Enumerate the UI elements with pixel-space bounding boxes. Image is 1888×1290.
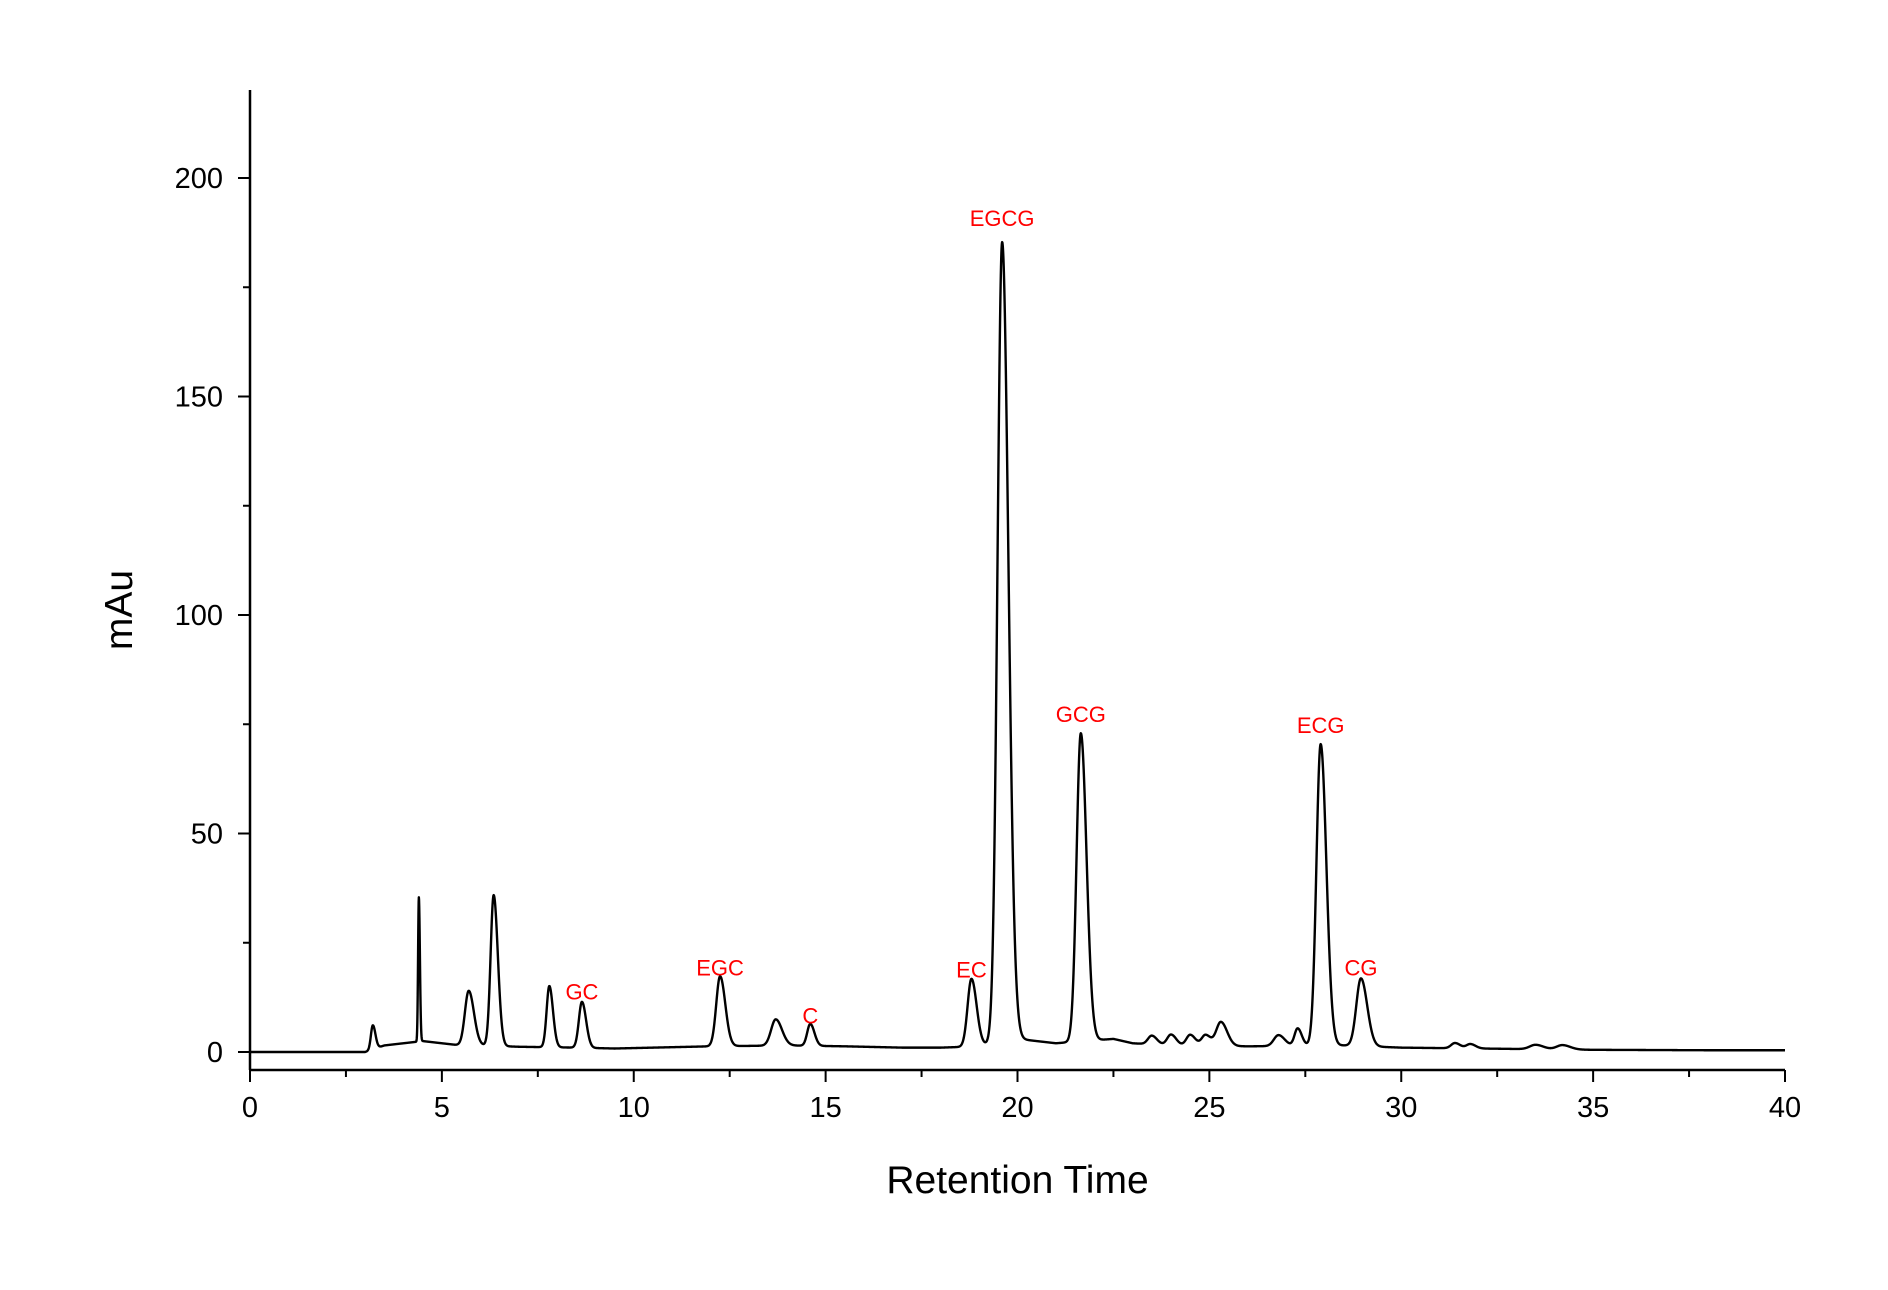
- peak-labels: GC EGC C EC EGCG GCG ECG CG: [565, 206, 1377, 1029]
- peak-label-cg: CG: [1344, 956, 1377, 981]
- peak-label-gcg: GCG: [1056, 702, 1106, 727]
- y-tick-label: 100: [175, 600, 223, 632]
- y-tick-label: 0: [207, 1037, 223, 1069]
- trace-group: [248, 240, 1787, 1054]
- x-tick-label: 25: [1193, 1092, 1225, 1124]
- peak-label-egc: EGC: [696, 956, 744, 981]
- y-tick-label: 150: [175, 382, 223, 414]
- y-axis-title: mAu: [98, 570, 141, 650]
- x-tick-label: 10: [618, 1092, 650, 1124]
- x-tick-label: 40: [1769, 1092, 1801, 1124]
- y-tick-label: 200: [175, 163, 223, 195]
- chromatogram-trace: [248, 240, 1787, 1054]
- axes: [248, 90, 1785, 1072]
- x-tick-label: 5: [434, 1092, 450, 1124]
- x-tick-label: 15: [809, 1092, 841, 1124]
- x-axis-title: Retention Time: [886, 1159, 1148, 1202]
- x-tick-label: 30: [1385, 1092, 1417, 1124]
- peak-label-ec: EC: [956, 958, 987, 983]
- axis-ticks: 0 5 10 15 20 25 30 35 40 0 50 100 150 200: [175, 163, 1802, 1124]
- peak-label-gc: GC: [565, 980, 598, 1005]
- x-tick-label: 35: [1577, 1092, 1609, 1124]
- x-tick-label: 20: [1001, 1092, 1033, 1124]
- peak-label-egcg: EGCG: [970, 206, 1035, 231]
- x-tick-label: 0: [242, 1092, 258, 1124]
- y-tick-label: 50: [191, 819, 223, 851]
- peak-label-c: C: [802, 1004, 818, 1029]
- peak-label-ecg: ECG: [1297, 713, 1345, 738]
